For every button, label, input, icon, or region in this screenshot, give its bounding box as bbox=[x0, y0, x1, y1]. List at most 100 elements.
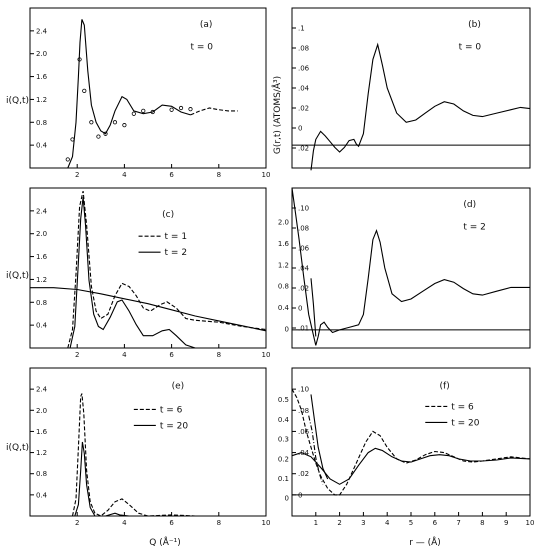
r-axis-label: r — (Å) bbox=[409, 536, 441, 548]
plot-frame bbox=[29, 187, 267, 349]
data-point-marker bbox=[131, 111, 136, 116]
x-tick-label: 6 bbox=[433, 519, 438, 527]
y-tick-label: 2.4 bbox=[36, 207, 48, 215]
panel-label: (c) bbox=[162, 210, 174, 220]
x-tick-label: 8 bbox=[217, 171, 221, 179]
legend-entry: t = 2 bbox=[463, 223, 486, 233]
panel-a: 2 4 6 8 10 0.4 0.8 1.2 1.6 2.0 2.4 (a) t = 0 bbox=[29, 7, 270, 179]
y-tick-label: 0.8 bbox=[36, 470, 47, 478]
x-tick-label: 2 bbox=[75, 171, 79, 179]
legend-entry: t = 0 bbox=[459, 43, 482, 53]
x-tick-label: 5 bbox=[409, 519, 413, 527]
panel-label: (a) bbox=[200, 20, 213, 30]
panel-label: (e) bbox=[172, 382, 185, 392]
y-tick-label: 0.4 bbox=[36, 322, 48, 330]
plot-frame bbox=[29, 7, 267, 169]
y-tick-label: .02 bbox=[298, 285, 309, 293]
y-tick-label: .02 bbox=[298, 105, 309, 113]
x-tick-label: 8 bbox=[217, 519, 221, 527]
y-tick-label: .10 bbox=[298, 205, 309, 213]
x-tick-label: 4 bbox=[122, 519, 127, 527]
y-tick-label-secondary: 0.3 bbox=[278, 436, 289, 444]
x-tick-label: 4 bbox=[122, 171, 127, 179]
series-line-2 bbox=[310, 278, 317, 337]
y-tick-label: .02 bbox=[298, 470, 309, 478]
panel-b: .02 0 .02 .04 .06 .08 .1 (b) t = 0 bbox=[291, 7, 531, 171]
data-point-marker bbox=[169, 107, 174, 112]
x-tick-label: 8 bbox=[217, 351, 221, 359]
y-tick-label-secondary: 0 bbox=[285, 325, 289, 333]
panel-label: (d) bbox=[463, 200, 476, 210]
x-tick-label: 10 bbox=[526, 519, 535, 527]
legend-entry: t = 20 bbox=[451, 418, 480, 428]
x-tick-label: 4 bbox=[385, 519, 390, 527]
x-tick-label: 7 bbox=[456, 519, 460, 527]
y-tick-label-secondary: 0.5 bbox=[278, 396, 289, 404]
y-tick-label: .02 bbox=[298, 145, 309, 153]
series-line-2 bbox=[74, 441, 266, 517]
panel-c: 2 4 6 8 10 0.4 0.8 1.2 1.6 2.0 2.4 (c) t = 1 t = 2 bbox=[29, 187, 271, 359]
y-tick-label: .01 bbox=[298, 325, 309, 333]
y-tick-label: 1.6 bbox=[36, 73, 48, 81]
g-axis-label: G(r,t) (ATOMS/Å³) bbox=[271, 76, 283, 154]
y-tick-label-secondary: 0.4 bbox=[278, 304, 290, 312]
series-line-1 bbox=[67, 19, 191, 169]
plot-frame bbox=[291, 367, 531, 517]
y-tick-label: 1.6 bbox=[36, 253, 48, 261]
y-tick-label-secondary: 0 bbox=[285, 495, 289, 503]
data-point-marker bbox=[96, 134, 101, 139]
plot-frame bbox=[29, 367, 267, 517]
series-line-2 bbox=[69, 197, 196, 349]
series-line-2 bbox=[190, 107, 238, 116]
y-tick-label: 0 bbox=[298, 305, 302, 313]
plot-frame bbox=[291, 7, 531, 169]
y-tick-label: .08 bbox=[298, 225, 309, 233]
x-tick-label: 2 bbox=[75, 351, 79, 359]
data-point-marker bbox=[122, 123, 127, 128]
x-tick-label: 10 bbox=[262, 351, 271, 359]
data-point-marker bbox=[77, 57, 82, 62]
y-tick-label: 0.8 bbox=[36, 299, 47, 307]
y-tick-label-secondary: 1.2 bbox=[278, 261, 289, 269]
x-tick-label: 3 bbox=[361, 519, 365, 527]
legend-entry: t = 6 bbox=[451, 402, 474, 412]
panel-f: 123456789100.02.04.06.08.1000.10.20.30.4… bbox=[278, 367, 535, 527]
y-tick-label: 0 bbox=[298, 125, 302, 133]
y-tick-label: .06 bbox=[298, 428, 310, 436]
plot-frame bbox=[291, 187, 531, 349]
x-tick-label: 2 bbox=[337, 519, 341, 527]
y-tick-label: 1.6 bbox=[36, 428, 48, 436]
y-tick-label: .06 bbox=[298, 245, 310, 253]
data-point-marker bbox=[89, 120, 94, 125]
y-tick-label-secondary: 2.0 bbox=[278, 219, 289, 227]
panel-label: (f) bbox=[440, 382, 450, 392]
legend-entry: t = 20 bbox=[160, 421, 189, 431]
series-line-1 bbox=[291, 388, 531, 496]
x-tick-label: 2 bbox=[75, 519, 79, 527]
data-point-marker bbox=[178, 105, 184, 111]
series-line-3 bbox=[308, 415, 324, 485]
y-tick-label: .04 bbox=[298, 85, 310, 93]
i-axis-label-c: i(Q,t) bbox=[6, 271, 29, 281]
series-line-3 bbox=[30, 287, 267, 332]
series-line-1 bbox=[291, 187, 530, 346]
data-point-marker bbox=[65, 157, 70, 162]
y-tick-label-secondary: 0.2 bbox=[278, 455, 289, 463]
data-point-marker bbox=[141, 108, 146, 113]
y-tick-label: 1.2 bbox=[36, 96, 47, 104]
y-tick-label: 2.0 bbox=[36, 50, 47, 58]
y-tick-label: .1 bbox=[298, 25, 305, 33]
series-line-4 bbox=[310, 394, 329, 480]
y-tick-label: 0.8 bbox=[36, 119, 47, 127]
y-tick-label-secondary: 1.6 bbox=[278, 240, 290, 248]
y-tick-label: 2.4 bbox=[36, 386, 48, 394]
legend-entry: t = 6 bbox=[160, 405, 183, 415]
series-line-1 bbox=[67, 190, 267, 349]
x-tick-label: 6 bbox=[169, 351, 174, 359]
y-tick-label: .04 bbox=[298, 265, 310, 273]
y-tick-label: 2.0 bbox=[36, 407, 47, 415]
data-point-marker bbox=[103, 131, 108, 136]
x-tick-label: 9 bbox=[504, 519, 508, 527]
x-tick-label: 8 bbox=[480, 519, 484, 527]
